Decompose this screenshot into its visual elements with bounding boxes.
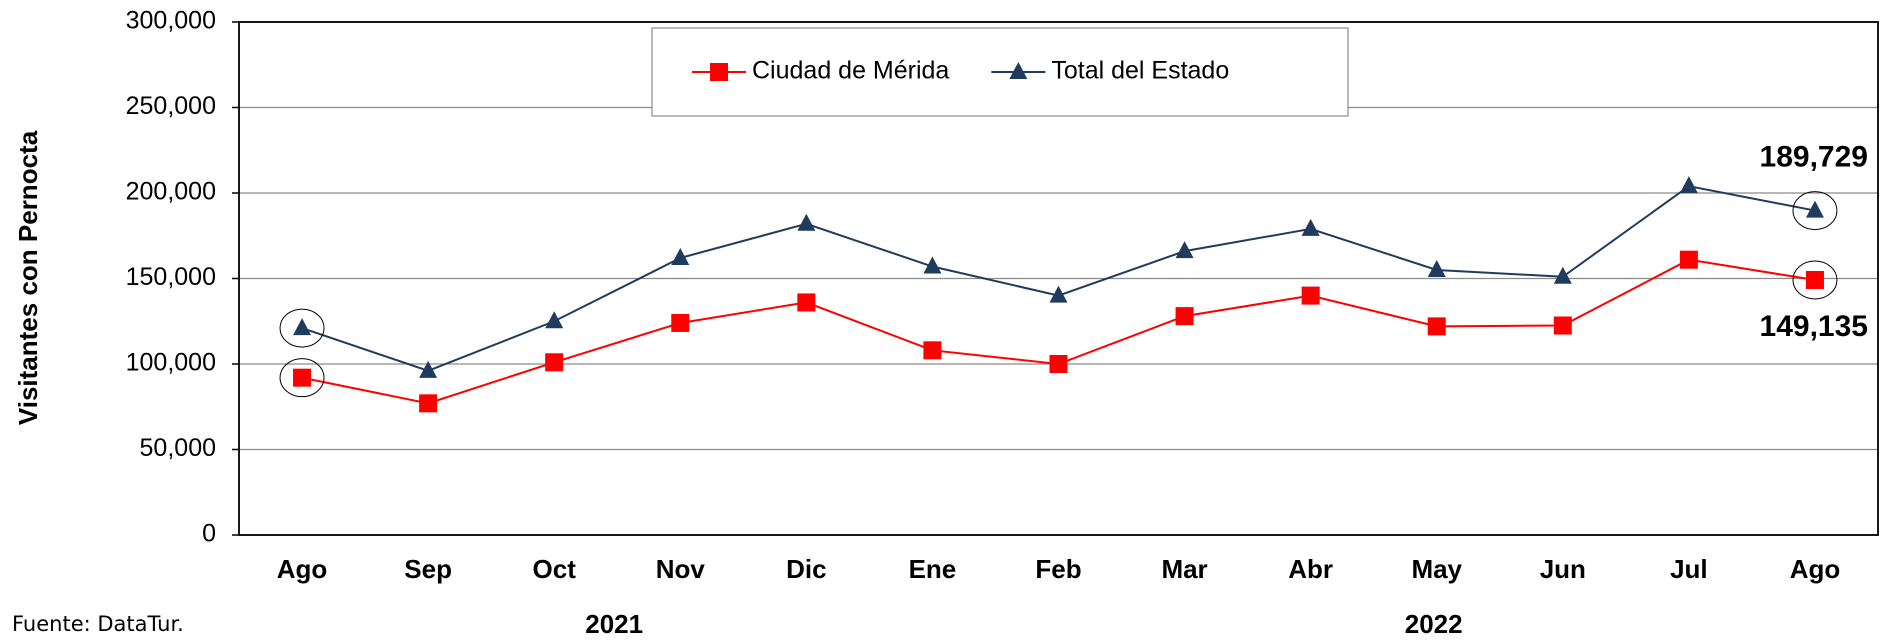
- value-label: 189,729: [1760, 140, 1868, 173]
- data-point: [1805, 270, 1824, 289]
- data-point: [797, 293, 816, 312]
- data-point: [1049, 285, 1068, 303]
- data-point: [1679, 176, 1698, 194]
- year-label: 2022: [1405, 609, 1463, 639]
- data-point: [1301, 286, 1320, 305]
- x-tick-label: Mar: [1161, 554, 1207, 584]
- data-point: [1553, 316, 1572, 335]
- x-tick-label: Ago: [1790, 554, 1841, 584]
- y-axis-title: Visitantes con Pernocta: [13, 130, 43, 425]
- data-point: [419, 394, 438, 413]
- x-tick-label: May: [1411, 554, 1462, 584]
- y-tick-label: 100,000: [126, 349, 216, 377]
- data-point: [1427, 317, 1446, 336]
- data-point: [671, 313, 690, 332]
- data-point: [1805, 200, 1824, 218]
- legend-marker: [710, 63, 728, 81]
- data-point: [1427, 259, 1446, 277]
- data-point: [1049, 355, 1068, 373]
- data-point: [1553, 266, 1572, 284]
- y-tick-label: 0: [202, 520, 216, 548]
- highlight-ring: [1792, 191, 1838, 231]
- legend-label: Ciudad de Mérida: [752, 57, 949, 85]
- x-tick-label: Ago: [277, 554, 328, 584]
- x-tick-label: Feb: [1035, 554, 1081, 584]
- data-point: [1175, 307, 1194, 326]
- data-point: [293, 318, 312, 336]
- data-point: [923, 256, 942, 274]
- y-tick-label: 300,000: [126, 7, 216, 35]
- x-tick-label: Abr: [1288, 554, 1333, 584]
- data-point: [419, 360, 438, 378]
- data-point: [293, 368, 312, 387]
- legend-label: Total del Estado: [1051, 57, 1229, 85]
- highlight-ring: [279, 358, 325, 398]
- x-tick-label: Jul: [1670, 554, 1708, 584]
- data-point: [671, 247, 690, 265]
- data-point: [545, 353, 564, 372]
- data-point: [545, 311, 564, 329]
- value-label: 149,135: [1760, 310, 1868, 343]
- y-tick-label: 200,000: [126, 178, 216, 206]
- data-point: [923, 341, 942, 360]
- source-note: Fuente: DataTur.: [12, 612, 184, 636]
- x-tick-label: Jun: [1540, 554, 1586, 584]
- legend-marker: [1009, 62, 1028, 79]
- y-tick-label: 250,000: [126, 92, 216, 120]
- y-tick-label: 150,000: [126, 263, 216, 291]
- data-point: [1679, 250, 1698, 269]
- y-tick-label: 50,000: [140, 434, 216, 462]
- data-point: [797, 213, 816, 231]
- plot-frame: [238, 21, 1879, 536]
- x-tick-label: Oct: [533, 554, 577, 584]
- highlight-ring: [1792, 260, 1838, 300]
- year-label: 2021: [585, 609, 643, 639]
- highlight-ring: [279, 308, 325, 348]
- x-tick-label: Sep: [404, 554, 452, 584]
- data-point: [1301, 218, 1320, 236]
- x-tick-label: Nov: [656, 554, 706, 584]
- x-tick-label: Ene: [909, 554, 957, 584]
- data-point: [1175, 241, 1194, 259]
- x-tick-label: Dic: [786, 554, 826, 584]
